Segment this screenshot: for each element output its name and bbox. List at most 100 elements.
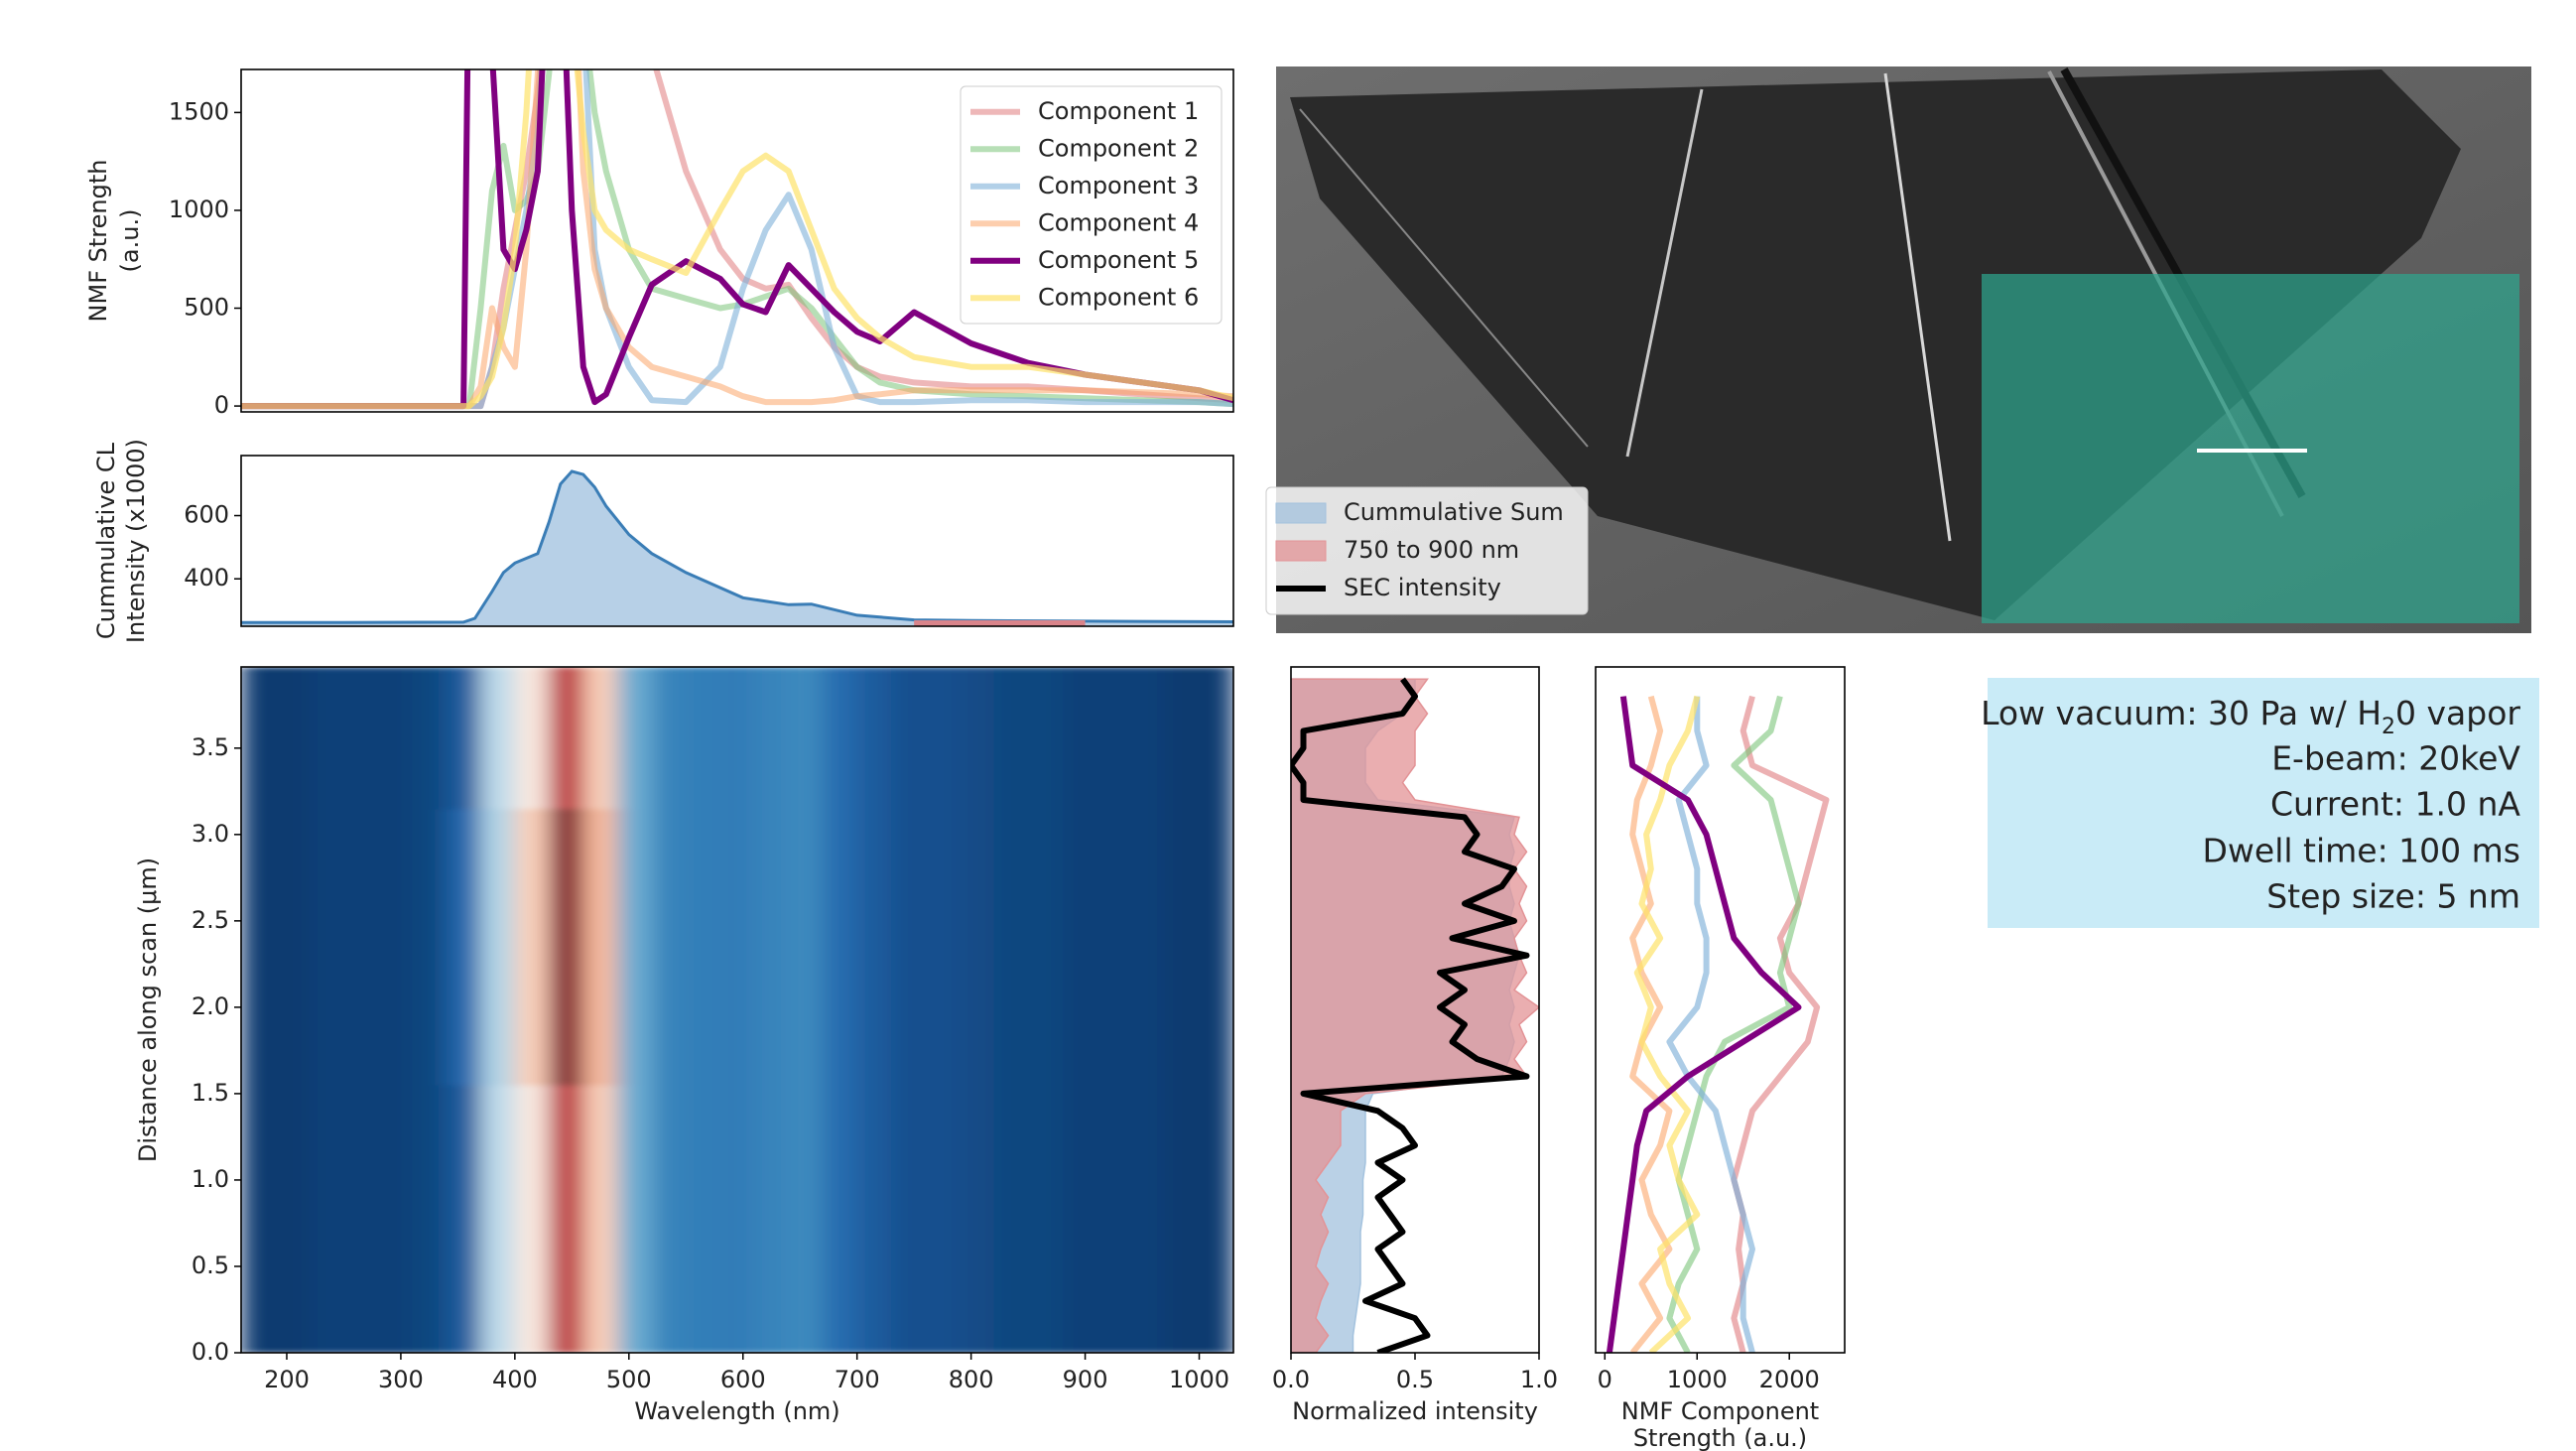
x-tick-label: 2000 — [1759, 1366, 1820, 1393]
x-tick-label: 800 — [949, 1366, 994, 1393]
heatmap-cell — [960, 808, 995, 922]
heatmap-cell — [549, 808, 584, 922]
plot-area — [241, 469, 1233, 626]
heatmap-cell — [788, 667, 824, 749]
heatmap-cell — [686, 667, 721, 749]
heatmap-cell — [480, 808, 516, 922]
heatmap-cell — [651, 920, 687, 1008]
heatmap-cell — [754, 747, 790, 810]
heatmap-cell — [617, 808, 653, 922]
heatmap-cell — [1130, 1179, 1166, 1267]
heatmap-cell — [823, 747, 858, 810]
heatmap-cell — [1165, 747, 1201, 810]
info-background — [1988, 678, 2539, 928]
highlight-span — [914, 620, 1086, 626]
plot-area — [1606, 695, 1830, 1353]
heatmap-cell — [275, 920, 311, 1008]
heatmap-cell — [1130, 1006, 1166, 1086]
legend-label: Component 6 — [1038, 283, 1199, 311]
profile-line — [1633, 695, 1701, 1353]
x-axis-label: NMF Component — [1621, 1397, 1819, 1425]
profile-line — [1291, 677, 1530, 1353]
profile-line — [1731, 695, 1830, 1353]
profile-line — [1606, 696, 1802, 1353]
heatmap-cell — [412, 1179, 448, 1267]
heatmap-cell — [993, 808, 1029, 922]
heatmap-cell — [925, 747, 961, 810]
info-line: E-beam: 20keV — [2271, 739, 2520, 778]
heatmap-cell — [788, 920, 824, 1008]
info-box: Low vacuum: 30 Pa w/ H20 vapor E-beam: 2… — [1981, 678, 2539, 928]
x-tick-label: 0 — [1598, 1366, 1612, 1393]
heatmap-cell — [343, 1085, 379, 1181]
heatmap-cell — [686, 1265, 721, 1353]
heatmap-cell — [412, 1006, 448, 1086]
heatmap-cell — [856, 1179, 892, 1267]
y-tick-label: 1500 — [169, 97, 229, 125]
heatmap-cell — [1062, 1179, 1097, 1267]
plot-area — [1291, 677, 1539, 1353]
heatmap-cell — [412, 920, 448, 1008]
heatmap-cell — [514, 1006, 550, 1086]
heatmap-cell — [241, 808, 276, 922]
legend-label: SEC intensity — [1344, 574, 1501, 601]
heatmap-cell — [275, 1179, 311, 1267]
heatmap-cell — [891, 667, 927, 749]
heatmap-cell — [1096, 1085, 1132, 1181]
heatmap-cell — [1096, 1179, 1132, 1267]
heatmap-cell — [617, 747, 653, 810]
heatmap-cell — [651, 1085, 687, 1181]
series-line — [241, 69, 1233, 410]
heatmap-cell — [686, 808, 721, 922]
heatmap-cell — [343, 747, 379, 810]
heatmap-cell — [582, 667, 618, 749]
heatmap-cell — [754, 808, 790, 922]
heatmap-cell — [823, 1265, 858, 1353]
y-tick-label: 3.0 — [192, 820, 229, 848]
heatmap-cell — [856, 747, 892, 810]
heatmap-cell — [651, 808, 687, 922]
y-axis-label: (a.u.) — [116, 209, 144, 273]
heatmap-cell — [1199, 920, 1233, 1008]
info-line: Current: 1.0 nA — [2270, 785, 2520, 824]
heatmap-cell — [856, 667, 892, 749]
heatmap-cell — [549, 1006, 584, 1086]
heatmap-cell — [617, 1179, 653, 1267]
heatmap-cell — [1199, 1179, 1233, 1267]
heatmap-cell — [1199, 1006, 1233, 1086]
legend-swatch — [1275, 502, 1327, 524]
heatmap-cell — [1165, 1006, 1201, 1086]
heatmap-cell — [993, 920, 1029, 1008]
heatmap-cell — [275, 808, 311, 922]
heatmap-cell — [891, 1006, 927, 1086]
x-axis-label: Wavelength (nm) — [634, 1397, 839, 1425]
heatmap-cell — [514, 747, 550, 810]
profile-line — [1666, 695, 1802, 1353]
heatmap-cell — [719, 667, 755, 749]
heatmap-cell — [617, 1006, 653, 1086]
heatmap-cell — [446, 1006, 481, 1086]
legend-label: Component 5 — [1038, 246, 1199, 274]
heatmap-cell — [1130, 920, 1166, 1008]
heatmap-cell — [891, 1085, 927, 1181]
heatmap-cell — [1199, 808, 1233, 922]
heatmap-cell — [1165, 1179, 1201, 1267]
heatmap-cell — [582, 1006, 618, 1086]
heatmap-cell — [891, 747, 927, 810]
heatmap-cell — [686, 1179, 721, 1267]
info-line: Step size: 5 nm — [2266, 877, 2520, 916]
heatmap-cell — [1062, 747, 1097, 810]
heatmap-cell — [377, 1006, 413, 1086]
heatmap-cell — [412, 1085, 448, 1181]
y-tick-label: 1.0 — [192, 1165, 229, 1193]
plot-area — [241, 667, 1233, 1353]
heatmap-cell — [1028, 747, 1064, 810]
info-subscript: 2 — [2382, 715, 2395, 739]
heatmap-cell — [754, 1265, 790, 1353]
heatmap-cell — [856, 1085, 892, 1181]
legend-label: Component 1 — [1038, 97, 1199, 125]
heatmap-cell — [1028, 1085, 1064, 1181]
info-line: Low vacuum: 30 Pa w/ H20 vapor — [1981, 694, 2520, 739]
heatmap-cell — [856, 920, 892, 1008]
heatmap-cell — [925, 1006, 961, 1086]
